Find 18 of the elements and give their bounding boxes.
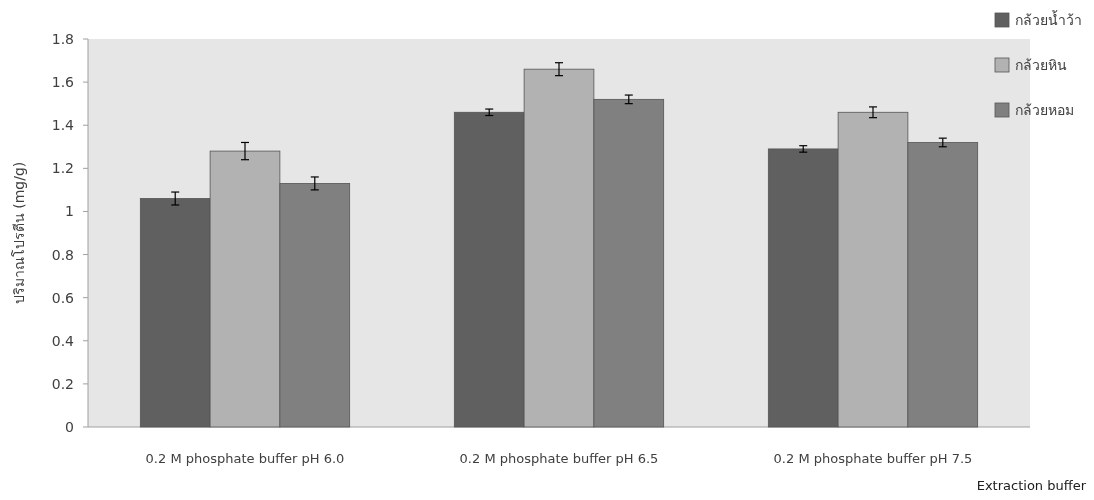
y-tick-label: 0.8 <box>51 246 74 263</box>
legend-label: กล้วยหอม <box>1015 102 1074 118</box>
y-tick-label: 1.4 <box>51 117 75 134</box>
y-tick-label: 1.6 <box>51 74 75 91</box>
y-tick-label: 1.8 <box>51 31 74 47</box>
legend-label: กล้วยน้ำว้า <box>1015 10 1082 28</box>
x-axis-title: Extraction buffer <box>976 478 1087 493</box>
x-tick-label: 0.2 M phosphate buffer pH 7.5 <box>773 451 973 466</box>
y-axis-title: ปริมาณโปรตีน (mg/g) <box>11 161 27 305</box>
y-tick-label: 0.4 <box>51 332 75 349</box>
y-tick-label: 0 <box>65 419 74 435</box>
legend-label: กล้วยหิน <box>1015 57 1067 73</box>
y-tick-label: 0.2 <box>51 375 74 392</box>
y-tick-label: 0.6 <box>51 289 75 306</box>
x-tick-label: 0.2 M phosphate buffer pH 6.5 <box>459 451 659 466</box>
x-tick-label: 0.2 M phosphate buffer pH 6.0 <box>145 451 345 466</box>
y-tick-label: 1 <box>65 203 74 220</box>
y-tick-label: 1.2 <box>51 160 74 177</box>
